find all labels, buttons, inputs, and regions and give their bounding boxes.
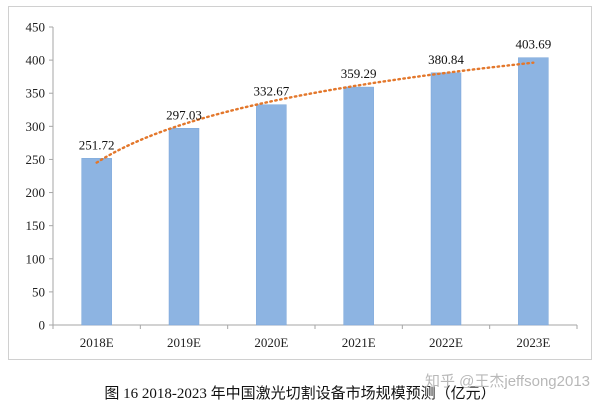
y-tick-label: 400 bbox=[26, 53, 46, 68]
watermark: 知乎 @王杰jeffsong2013 bbox=[424, 373, 590, 390]
y-tick-label: 100 bbox=[26, 251, 46, 266]
x-tick-label: 2023E bbox=[516, 335, 550, 350]
x-tick-label: 2021E bbox=[342, 335, 376, 350]
y-tick-label: 150 bbox=[26, 218, 46, 233]
data-label: 380.84 bbox=[428, 52, 464, 67]
y-tick-label: 300 bbox=[26, 119, 46, 134]
figure-caption: 图 16 2018-2023 年中国激光切割设备市场规模预测（亿元） bbox=[104, 386, 496, 402]
data-label: 332.67 bbox=[253, 84, 289, 99]
bar bbox=[256, 104, 287, 326]
y-tick-label: 200 bbox=[26, 185, 46, 200]
bar bbox=[343, 86, 374, 326]
bar bbox=[430, 72, 462, 326]
x-tick-label: 2022E bbox=[429, 335, 463, 350]
y-tick-label: 50 bbox=[32, 284, 45, 299]
data-label: 297.03 bbox=[166, 107, 202, 122]
y-tick-label: 250 bbox=[26, 152, 46, 167]
data-label: 403.69 bbox=[515, 37, 551, 52]
bar-chart: 0 50 100 150 200 250 300 350 400 450 2018E 2019E 202… bbox=[26, 20, 578, 350]
chart-frame: 0 50 100 150 200 250 300 350 400 450 2018E 2019E 202… bbox=[8, 6, 592, 360]
trendline bbox=[95, 61, 535, 164]
x-tick-label: 2020E bbox=[254, 335, 288, 350]
bar bbox=[81, 158, 112, 326]
x-tick-label: 2019E bbox=[167, 335, 201, 350]
y-tick-label: 450 bbox=[26, 20, 46, 35]
y-tick-label: 350 bbox=[26, 86, 46, 101]
data-label: 359.29 bbox=[341, 66, 377, 81]
bar bbox=[518, 57, 549, 326]
data-label: 251.72 bbox=[79, 137, 115, 152]
bar bbox=[168, 128, 200, 326]
x-tick-label: 2018E bbox=[80, 335, 114, 350]
y-tick-label: 0 bbox=[39, 318, 46, 333]
